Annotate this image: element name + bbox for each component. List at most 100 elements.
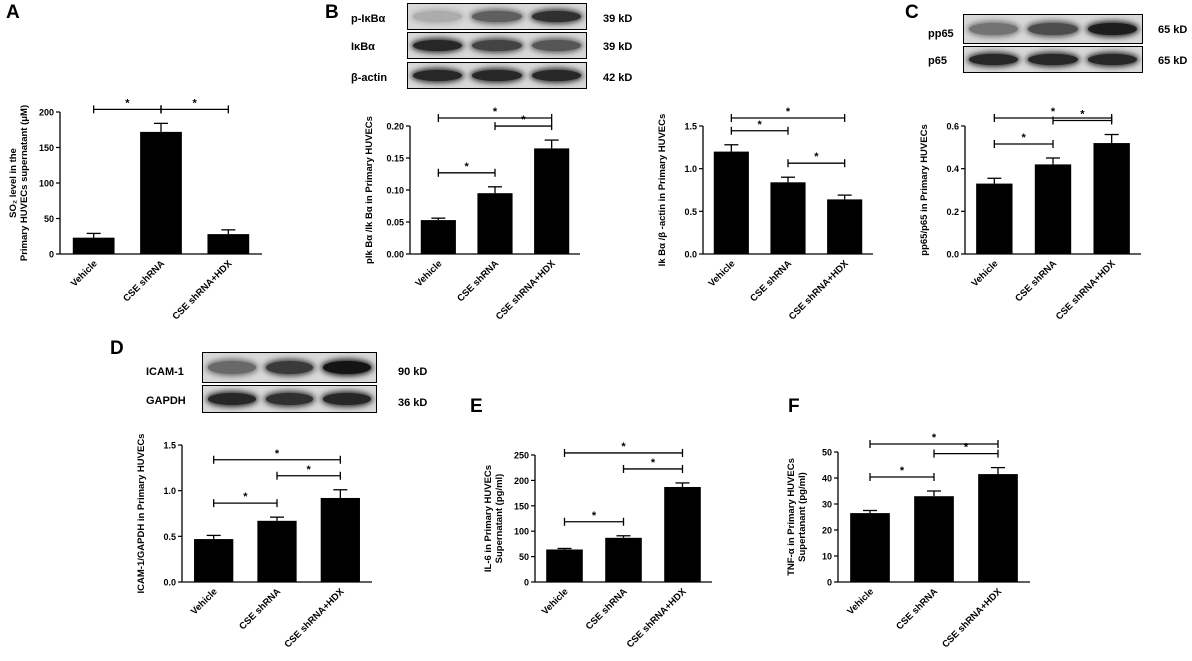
y-tick-label: 0.0 (946, 250, 959, 260)
y-tick-label: 1.0 (163, 486, 176, 496)
blot-band (323, 360, 371, 375)
panel-letter-a: A (6, 2, 20, 23)
y-axis-label: pp65/p65 in Primary HUVECs (919, 124, 930, 255)
y-tick-label: 0 (827, 578, 832, 588)
sig-star: * (932, 432, 937, 444)
blot-label-p65: p65 (928, 55, 947, 67)
sig-star: * (307, 464, 312, 476)
panel-letter-c: C (905, 2, 919, 23)
blot-band (531, 39, 581, 52)
panel-letter-f: F (788, 396, 800, 417)
blot-band (208, 393, 256, 405)
sig-star: * (786, 106, 791, 118)
bar (140, 131, 182, 254)
bar (850, 513, 890, 582)
y-tick-label: 0.5 (163, 532, 176, 542)
blot-band (531, 69, 581, 82)
y-tick-label: 0.0 (163, 578, 176, 588)
y-tick-label: 0.05 (386, 218, 404, 228)
y-tick-label: 20 (822, 526, 832, 536)
y-axis-label-line1: IL-6 in Primary HUVECs (483, 465, 494, 572)
y-tick-label: 0.2 (946, 207, 959, 217)
bar (320, 497, 360, 582)
y-tick-label: 200 (514, 476, 529, 486)
blot-band (413, 39, 463, 52)
y-tick-label: 0.20 (386, 122, 404, 132)
y-tick-label: 0 (524, 578, 529, 588)
blot-label-beta-actin: β-actin (351, 72, 388, 84)
sig-star: * (1051, 106, 1056, 118)
bar (770, 182, 806, 254)
blot-band (472, 39, 522, 52)
y-axis-label: ICAM-1/GAPDH in Primary HUVECs (136, 434, 147, 594)
y-axis-label-line1: SO₂ level in the (8, 148, 19, 218)
y-tick-label: 40 (822, 474, 832, 484)
y-tick-label: 10 (822, 552, 832, 562)
panel-letter-d: D (110, 338, 124, 359)
x-tick-label: CSE shRNA (894, 586, 940, 632)
blot-band (1087, 22, 1137, 36)
sig-star: * (465, 161, 470, 173)
y-tick-label: 50 (822, 448, 832, 458)
blot-strip-ikba (407, 32, 587, 59)
blot-size-p65: 65 kD (1158, 55, 1188, 67)
y-tick-label: 0.5 (684, 207, 697, 217)
blot-size-beta-actin: 42 kD (603, 72, 633, 84)
blot-band (1028, 53, 1078, 66)
bar (207, 234, 250, 254)
blot-label-ikba: IκBα (351, 41, 375, 53)
sig-star: * (493, 106, 498, 118)
blot-label-p-ikba: p-IκBα (351, 13, 386, 25)
bar (914, 496, 954, 582)
sig-star: * (275, 448, 280, 460)
sig-star: * (758, 119, 763, 131)
y-tick-label: 1.5 (163, 441, 176, 451)
sig-star: * (621, 441, 626, 453)
blot-strip-icam-1 (202, 352, 377, 383)
blot-band (472, 69, 522, 82)
blot-band (413, 69, 463, 82)
bar (713, 151, 749, 254)
y-tick-label: 50 (519, 552, 529, 562)
sig-star: * (651, 457, 656, 469)
bar (72, 237, 115, 254)
y-tick-label: 250 (514, 451, 529, 461)
blot-band (531, 10, 581, 23)
blot-band (1087, 53, 1137, 66)
blot-size-pp65: 65 kD (1158, 24, 1188, 36)
y-tick-label: 50 (44, 214, 54, 224)
blot-size-ikba: 39 kD (603, 41, 633, 53)
bar (1034, 164, 1072, 254)
y-tick-label: 0.10 (386, 186, 404, 196)
bar (477, 193, 513, 254)
blot-strip-p-ikba (407, 3, 587, 30)
blot-label-gapdh: GAPDH (146, 395, 186, 407)
y-tick-label: 100 (514, 527, 529, 537)
y-tick-label: 150 (514, 501, 529, 511)
sig-star: * (193, 97, 198, 109)
sig-star: * (521, 114, 526, 126)
y-tick-label: 200 (39, 108, 54, 118)
y-tick-label: 0.00 (386, 250, 404, 260)
y-axis-label: pIk Bα /Ik Bα in Primary HUVECs (364, 116, 375, 264)
sig-star: * (1080, 109, 1085, 121)
x-tick-label: CSE shRNA+HDX (940, 586, 1004, 650)
blot-strip-gapdh (202, 385, 377, 413)
bar (534, 148, 570, 254)
y-tick-label: 30 (822, 500, 832, 510)
y-tick-label: 100 (39, 179, 54, 189)
blot-band (472, 10, 522, 23)
blot-band (413, 10, 463, 23)
y-axis-label: Supertanant (pg/ml) (797, 472, 808, 562)
blot-band (265, 393, 314, 405)
bar (546, 549, 583, 582)
blot-strip-pp65 (963, 14, 1143, 44)
blot-band (208, 360, 256, 375)
blot-band (969, 22, 1019, 36)
sig-star: * (1022, 132, 1027, 144)
bar (257, 520, 297, 582)
